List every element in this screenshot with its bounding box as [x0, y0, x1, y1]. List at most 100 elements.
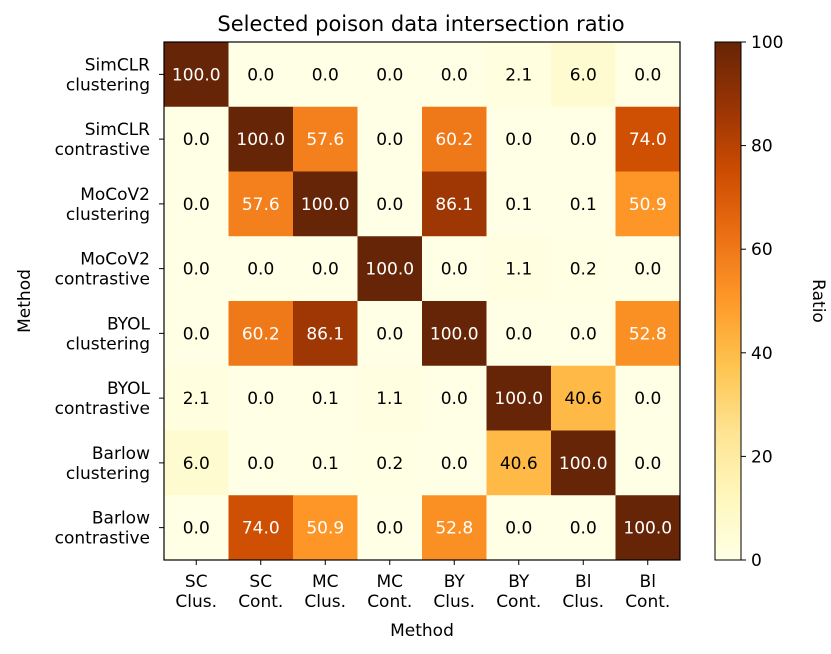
cell-value-label: 0.0	[570, 324, 597, 344]
heatmap-cell	[357, 171, 423, 237]
cell-value-label: 2.1	[505, 65, 532, 85]
colorbar-tick-label: 20	[751, 447, 773, 467]
x-tick-label: Cont.	[238, 592, 283, 612]
heatmap-cell	[551, 171, 616, 237]
heatmap-cell	[615, 365, 681, 431]
cell-value-label: 0.0	[376, 519, 403, 539]
heatmap-cell	[486, 365, 552, 431]
cell-value-label: 0.0	[183, 130, 210, 150]
y-tick-label: SimCLR	[85, 120, 150, 140]
cell-value-label: 50.9	[629, 195, 667, 215]
colorbar-ticks: 0 20 40 60 80 100	[741, 33, 783, 571]
colorbar-label: Ratio	[808, 279, 828, 323]
y-tick-label: contrastive	[55, 399, 150, 419]
heatmap-cell	[228, 236, 294, 302]
cell-value-label: 0.2	[570, 260, 597, 280]
heatmap-cell	[164, 106, 229, 172]
x-tick-label: BY	[508, 572, 530, 592]
cell-value-label: 0.0	[634, 454, 661, 474]
heatmap-cell	[422, 430, 487, 496]
heatmap-cell	[422, 365, 487, 431]
cell-value-label: 0.0	[376, 324, 403, 344]
y-tick-label: clustering	[66, 464, 150, 484]
y-tick-label: MoCoV2	[80, 250, 150, 270]
cell-value-label: 0.0	[376, 65, 403, 85]
y-tick-label: clustering	[66, 205, 150, 225]
heatmap-cell	[551, 495, 616, 561]
heatmap-cell	[357, 430, 423, 496]
heatmap-cell	[615, 301, 681, 367]
cell-value-label: 0.2	[376, 454, 403, 474]
heatmap-cell	[615, 236, 681, 302]
heatmap-cell	[293, 236, 358, 302]
cell-value-label: 0.0	[441, 260, 468, 280]
heatmap-cell	[422, 42, 487, 108]
cell-value-label: 0.0	[247, 454, 274, 474]
heatmap-cell	[228, 171, 294, 237]
cell-value-label: 0.1	[570, 195, 597, 215]
x-tick-label: Cont.	[367, 592, 412, 612]
cell-value-label: 0.0	[312, 260, 339, 280]
heatmap-cell	[551, 236, 616, 302]
cell-value-label: 6.0	[183, 454, 210, 474]
cell-value-label: 0.0	[376, 130, 403, 150]
heatmap-cell	[486, 171, 552, 237]
heatmap-cell	[615, 495, 681, 561]
cell-value-label: 0.0	[570, 519, 597, 539]
cell-value-label: 86.1	[306, 324, 344, 344]
heatmap-cell	[293, 106, 358, 172]
cell-value-label: 0.0	[441, 389, 468, 409]
cell-value-label: 1.1	[505, 260, 532, 280]
heatmap-cell	[293, 42, 358, 108]
cell-value-label: 60.2	[435, 130, 473, 150]
cell-value-label: 100.0	[430, 324, 479, 344]
heatmap-cell	[293, 171, 358, 237]
plot-frame	[163, 41, 681, 561]
cell-value-label: 100.0	[623, 519, 672, 539]
y-tick-label: contrastive	[55, 270, 150, 290]
x-tick-label: MC	[312, 572, 339, 592]
heatmap-cell	[486, 301, 552, 367]
heatmap-cell	[293, 430, 358, 496]
cell-value-label: 0.0	[570, 130, 597, 150]
heatmap-cell	[228, 106, 294, 172]
heatmap-cell	[164, 301, 229, 367]
cell-value-label: 0.0	[441, 454, 468, 474]
heatmap-cell	[551, 430, 616, 496]
heatmap-cell	[164, 430, 229, 496]
heatmap-cell	[164, 236, 229, 302]
cell-value-label: 0.0	[634, 389, 661, 409]
heatmap-cell	[357, 495, 423, 561]
cell-value-label: 74.0	[242, 519, 280, 539]
cell-value-label: 52.8	[435, 519, 473, 539]
heatmap-cell	[615, 106, 681, 172]
y-tick-label: contrastive	[55, 140, 150, 160]
x-tick-label: MC	[376, 572, 403, 592]
x-tick-label: SC	[185, 572, 208, 592]
heatmap-cell	[228, 42, 294, 108]
cell-value-label: 100.0	[172, 65, 221, 85]
cell-value-label: 100.0	[301, 195, 350, 215]
cell-value-label: 0.0	[441, 65, 468, 85]
cell-value-label: 0.0	[247, 389, 274, 409]
y-tick-label: SimCLR	[85, 55, 150, 75]
y-tick-label: BYOL	[107, 379, 151, 399]
y-axis-ticks: SimCLRclusteringSimCLRcontrastiveMoCoV2c…	[55, 55, 164, 549]
heatmap-cell	[615, 171, 681, 237]
x-tick-label: Clus.	[433, 592, 475, 612]
heatmap-cell	[422, 301, 487, 367]
y-tick-label: Barlow	[92, 444, 150, 464]
cell-value-label: 0.0	[634, 65, 661, 85]
cell-value-label: 0.0	[505, 130, 532, 150]
heatmap-cell	[551, 106, 616, 172]
heatmap-cell	[486, 236, 552, 302]
x-tick-label: Cont.	[496, 592, 541, 612]
y-tick-label: clustering	[66, 75, 150, 95]
cell-value-label: 2.1	[183, 389, 210, 409]
x-tick-label: BY	[444, 572, 466, 592]
cell-value-label: 0.1	[312, 454, 339, 474]
heatmap-cell	[486, 106, 552, 172]
heatmap-cell	[615, 430, 681, 496]
cell-value-label: 100.0	[494, 389, 543, 409]
